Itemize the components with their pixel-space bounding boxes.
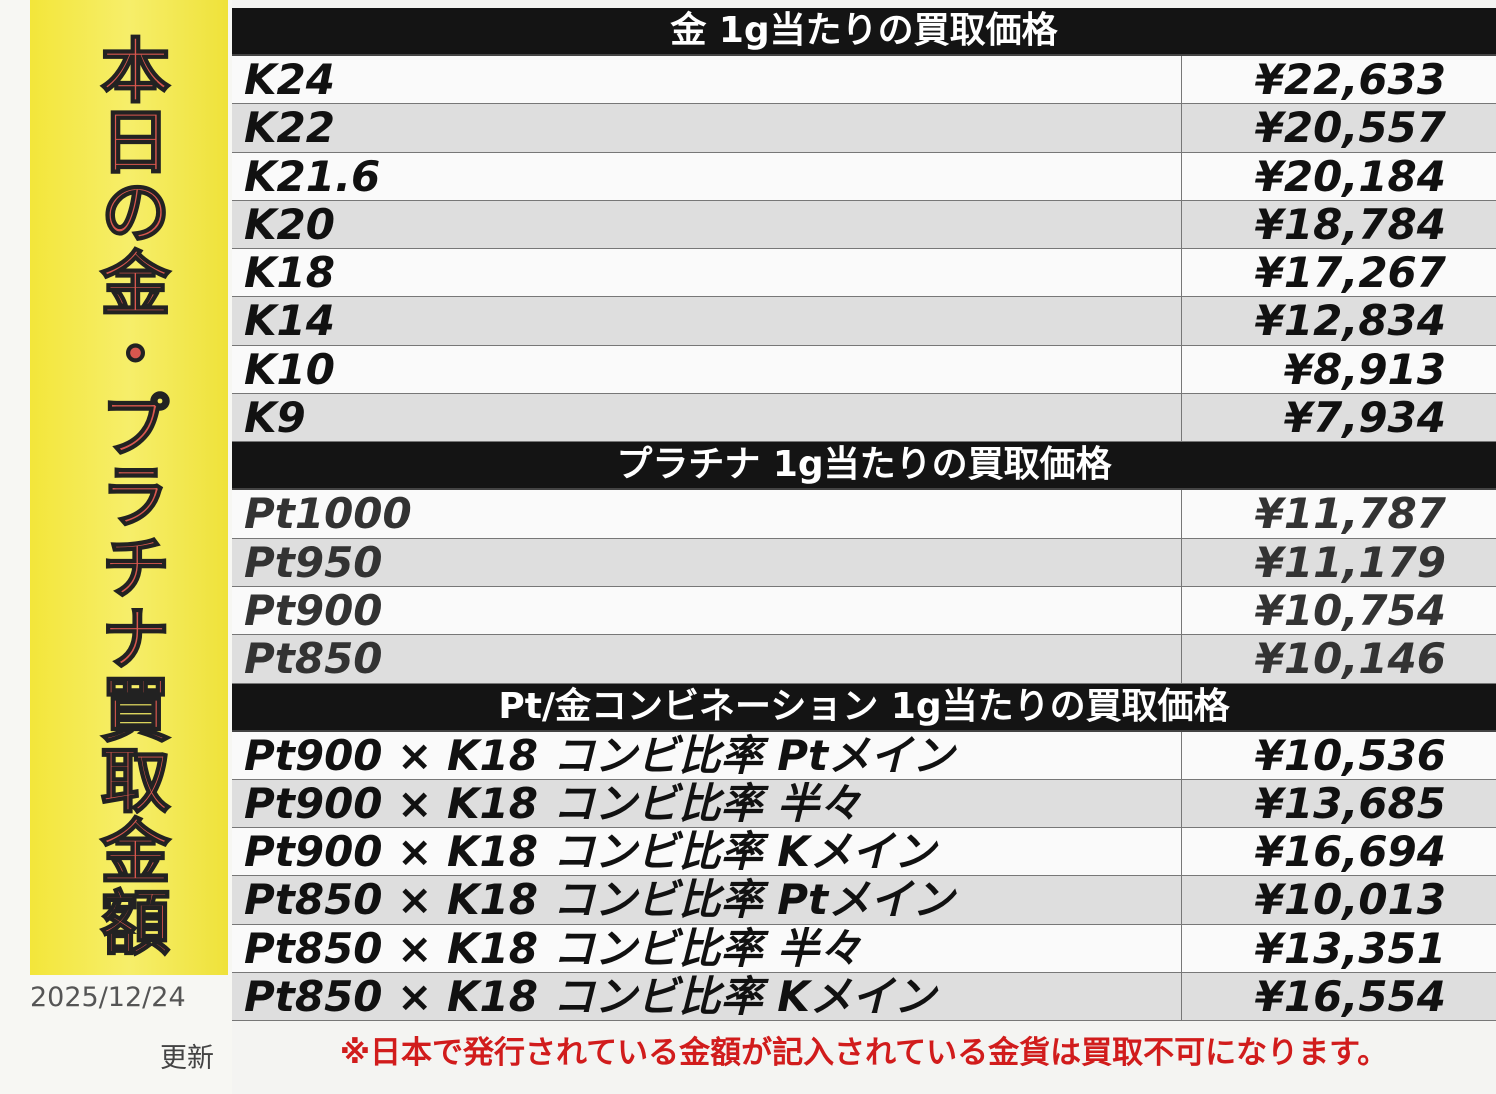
grade-label: K22 [232,104,1182,152]
price-row: Pt850 × K18 コンビ比率 Kメイン ¥16,554 [232,972,1496,1022]
section-rows: K24 ¥22,633 K22 ¥20,557 K21.6 ¥20,184 K20 ¥18,7… [232,55,1496,443]
section-header: 金 1g当たりの買取価格 [232,8,1496,56]
price-row: Pt900 × K18 コンビ比率 Ptメイン ¥10,536 [232,730,1496,780]
note: ※日本で発行されている金額が記入されている金貨は買取不可になります。 [339,1035,1389,1071]
grade-label: K24 [232,56,1182,104]
price: ¥20,557 [1254,103,1446,153]
price: ¥10,146 [1254,634,1446,684]
grade-label: Pt900 × K18 コンビ比率 Kメイン [232,828,1182,876]
grade-label: K18 [232,249,1182,297]
price-row: K14 ¥12,834 [232,296,1496,346]
price: ¥13,685 [1254,778,1446,828]
grade-label: Pt1000 [232,490,1182,538]
grade-label: Pt850 × K18 コンビ比率 半々 [232,924,1182,973]
grade-label: Pt900 × K18 コンビ比率 半々 [232,779,1182,828]
price-row: Pt850 ¥10,146 [232,634,1496,684]
grade-label: K10 [232,345,1182,394]
section-header: Pt/金コンビネーション 1g当たりの買取価格 [232,683,1496,732]
grade-label: K9 [232,394,1182,442]
grade-label: Pt950 [232,538,1182,586]
price-row: Pt900 ¥10,754 [232,585,1496,636]
price: ¥13,351 [1254,923,1446,973]
price: ¥11,179 [1254,537,1446,587]
price: ¥10,754 [1254,585,1446,635]
grade-label: Pt900 [232,586,1182,635]
price-row: Pt900 × K18 コンビ比率 半々 ¥13,685 [232,778,1496,829]
grade-label: Pt850 × K18 コンビ比率 Ptメイン [232,876,1182,924]
section: 金 1g当たりの買取価格 K24 ¥22,633 K22 ¥20,557 K21.6 ¥20… [232,8,1496,443]
price: ¥22,633 [1254,55,1446,104]
update-date: 2025/12/24 [30,982,186,1013]
grade-label: K14 [232,297,1182,345]
price: ¥10,536 [1254,730,1446,780]
price-row: K18 ¥17,267 [232,248,1496,298]
price-row: K22 ¥20,557 [232,103,1496,153]
price-row: K21.6 ¥20,184 [232,151,1496,201]
banner: 本日の金・プラチナ買取金額 2025/12/24 更新 [0,0,232,1094]
price: ¥18,784 [1254,199,1446,249]
section-rows: Pt900 × K18 コンビ比率 Ptメイン ¥10,536 Pt900 × K1… [232,730,1496,1022]
grade-label: Pt850 [232,635,1182,683]
price-row: Pt850 × K18 コンビ比率 Ptメイン ¥10,013 [232,875,1496,925]
section: プラチナ 1g当たりの買取価格 Pt1000 ¥11,787 Pt950 ¥11,179… [232,442,1496,684]
price: ¥17,267 [1254,248,1446,298]
banner-title: 本日の金・プラチナ買取金額 [88,33,172,958]
price-row: K10 ¥8,913 [232,344,1496,395]
price-row: K20 ¥18,784 [232,199,1496,250]
price-row: Pt950 ¥11,179 [232,537,1496,587]
update-label: 更新 [160,1043,214,1074]
price: ¥12,834 [1254,296,1446,346]
price: ¥7,934 [1283,393,1446,443]
price: ¥16,694 [1254,827,1446,877]
section-header: プラチナ 1g当たりの買取価格 [232,442,1496,491]
price-row: Pt1000 ¥11,787 [232,489,1496,539]
price-row: Pt850 × K18 コンビ比率 半々 ¥13,351 [232,923,1496,974]
price-row: Pt900 × K18 コンビ比率 Kメイン ¥16,694 [232,827,1496,877]
price: ¥8,913 [1283,344,1446,394]
price: ¥20,184 [1254,151,1446,201]
section: Pt/金コンビネーション 1g当たりの買取価格 Pt900 × K18 コンビ比率… [232,683,1496,1022]
grade-label: K21.6 [232,152,1182,200]
grade-label: Pt900 × K18 コンビ比率 Ptメイン [232,731,1182,779]
price-row: K9 ¥7,934 [232,393,1496,443]
price: ¥16,554 [1254,972,1446,1022]
grade-label: Pt850 × K18 コンビ比率 Kメイン [232,973,1182,1021]
section-rows: Pt1000 ¥11,787 Pt950 ¥11,179 Pt900 ¥10,754 Pt8… [232,489,1496,684]
price: ¥11,787 [1254,489,1446,539]
price-row: K24 ¥22,633 [232,55,1496,105]
grade-label: K20 [232,200,1182,249]
banner-background [30,0,228,975]
price: ¥10,013 [1254,875,1446,925]
price-table: 金 1g当たりの買取価格 K24 ¥22,633 K22 ¥20,557 K21.6 ¥20… [232,8,1496,1022]
